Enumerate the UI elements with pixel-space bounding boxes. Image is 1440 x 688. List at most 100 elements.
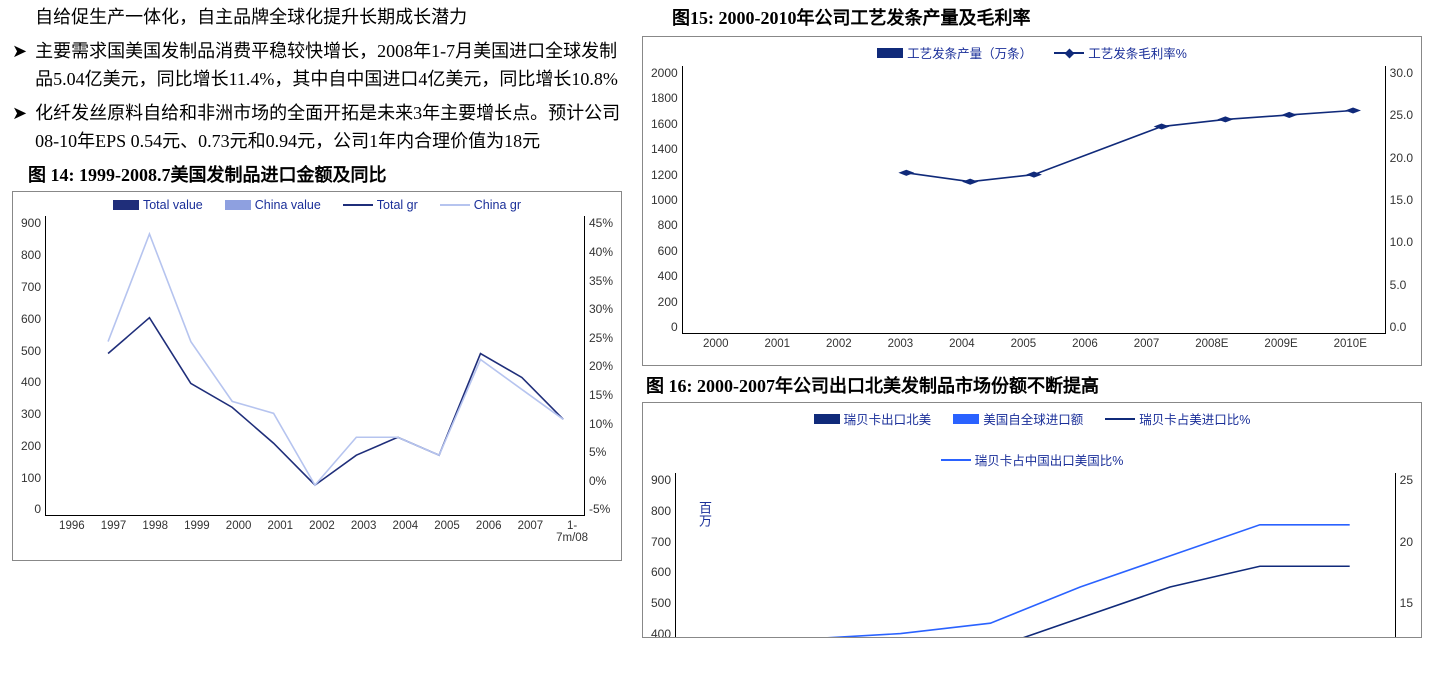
legend-label: Total value bbox=[143, 198, 203, 212]
chart15-plot-area bbox=[682, 66, 1386, 334]
axis-tick: 40% bbox=[589, 245, 613, 259]
bullet-text: 化纤发丝原料自给和非洲市场的全面开拓是未来3年主要增长点。预计公司08-10年E… bbox=[35, 100, 622, 156]
legend-swatch bbox=[941, 459, 971, 461]
legend-swatch bbox=[225, 200, 251, 210]
legend-swatch bbox=[953, 414, 979, 424]
axis-tick: 30.0 bbox=[1390, 66, 1413, 80]
axis-tick: 1200 bbox=[651, 168, 678, 182]
x-tick: 2000 bbox=[703, 338, 729, 350]
chart14-y-left: 9008007006005004003002001000 bbox=[21, 216, 45, 516]
axis-tick: 5.0 bbox=[1390, 278, 1407, 292]
x-tick: 1997 bbox=[95, 520, 133, 544]
x-tick: 2004 bbox=[949, 338, 975, 350]
legend-swatch bbox=[1105, 418, 1135, 420]
axis-tick: 10% bbox=[589, 417, 613, 431]
legend-label: Total gr bbox=[377, 198, 418, 212]
axis-tick: 20.0 bbox=[1390, 151, 1413, 165]
legend-swatch bbox=[343, 204, 373, 206]
legend-swatch bbox=[814, 414, 840, 424]
bullet-text: 主要需求国美国发制品消费平稳较快增长，2008年1-7月美国进口全球发制品5.0… bbox=[35, 38, 622, 94]
axis-tick: 10.0 bbox=[1390, 235, 1413, 249]
chart16-title: 图 16: 2000-2007年公司出口北美发制品市场份额不断提高 bbox=[646, 372, 1422, 398]
axis-tick: 0 bbox=[671, 320, 678, 334]
axis-tick: -5% bbox=[589, 502, 610, 516]
axis-tick: 1400 bbox=[651, 142, 678, 156]
x-tick: 2009E bbox=[1264, 338, 1297, 350]
axis-tick: 400 bbox=[21, 375, 41, 389]
chart16-legend: 瑞贝卡出口北美 美国自全球进口额 瑞贝卡占美进口比% 瑞贝卡占中国出口美国比% bbox=[722, 409, 1342, 469]
axis-tick: 45% bbox=[589, 216, 613, 230]
x-tick: 2006 bbox=[1072, 338, 1098, 350]
x-tick: 1999 bbox=[178, 520, 216, 544]
axis-tick: 5% bbox=[589, 445, 606, 459]
legend-label: China value bbox=[255, 198, 321, 212]
x-tick: 2006 bbox=[470, 520, 508, 544]
axis-tick: 800 bbox=[658, 218, 678, 232]
chart16-plot-area bbox=[675, 473, 1396, 638]
legend-swatch bbox=[877, 48, 903, 58]
axis-tick: 400 bbox=[651, 627, 671, 638]
x-tick: 1-7m/08 bbox=[553, 520, 591, 544]
axis-tick: 35% bbox=[589, 274, 613, 288]
x-tick: 2005 bbox=[1011, 338, 1037, 350]
axis-tick: 900 bbox=[651, 473, 671, 487]
x-tick: 2003 bbox=[345, 520, 383, 544]
axis-tick: 900 bbox=[21, 216, 41, 230]
bullet-item: ➤ 化纤发丝原料自给和非洲市场的全面开拓是未来3年主要增长点。预计公司08-10… bbox=[12, 100, 622, 156]
axis-tick: 30% bbox=[589, 302, 613, 316]
chart14-plot-area bbox=[45, 216, 585, 516]
axis-tick: 0 bbox=[34, 502, 41, 516]
legend-label: 美国自全球进口额 bbox=[983, 409, 1083, 428]
legend-label: 工艺发条产量（万条） bbox=[907, 43, 1032, 62]
legend-label: 瑞贝卡占美进口比% bbox=[1139, 409, 1250, 428]
axis-tick: 200 bbox=[658, 295, 678, 309]
axis-tick: 1600 bbox=[651, 117, 678, 131]
axis-tick: 600 bbox=[658, 244, 678, 258]
chart15-legend: 工艺发条产量（万条） 工艺发条毛利率% bbox=[651, 43, 1413, 62]
axis-tick: 700 bbox=[651, 535, 671, 549]
chart15-x-axis: 200020012002200320042005200620072008E200… bbox=[651, 338, 1413, 350]
bullet-item: ➤ 主要需求国美国发制品消费平稳较快增长，2008年1-7月美国进口全球发制品5… bbox=[12, 38, 622, 94]
x-tick: 1998 bbox=[136, 520, 174, 544]
axis-tick: 2000 bbox=[651, 66, 678, 80]
x-tick: 2008E bbox=[1195, 338, 1228, 350]
chart15-y-right: 30.025.020.015.010.05.00.0 bbox=[1386, 66, 1413, 334]
axis-tick: 0.0 bbox=[1390, 320, 1407, 334]
x-tick: 2001 bbox=[765, 338, 791, 350]
x-tick: 2004 bbox=[386, 520, 424, 544]
x-tick: 2007 bbox=[1134, 338, 1160, 350]
legend-swatch bbox=[1054, 52, 1084, 54]
chart14: Total value China value Total gr China g… bbox=[12, 191, 622, 561]
axis-tick: 800 bbox=[651, 504, 671, 518]
legend-label: 瑞贝卡占中国出口美国比% bbox=[975, 450, 1124, 469]
bullet-marker: ➤ bbox=[12, 38, 27, 94]
chart16: 瑞贝卡出口北美 美国自全球进口额 瑞贝卡占美进口比% 瑞贝卡占中国出口美国比% … bbox=[642, 402, 1422, 638]
axis-tick: 1800 bbox=[651, 91, 678, 105]
x-tick: 2010E bbox=[1334, 338, 1367, 350]
legend-swatch bbox=[440, 204, 470, 206]
x-tick: 1996 bbox=[53, 520, 91, 544]
chart15-y-left: 2000180016001400120010008006004002000 bbox=[651, 66, 682, 334]
axis-tick: 600 bbox=[651, 565, 671, 579]
chart14-y-right: 45%40%35%30%25%20%15%10%5%0%-5% bbox=[585, 216, 613, 516]
x-tick: 2005 bbox=[428, 520, 466, 544]
bullet-text: 自给促生产一体化，自主品牌全球化提升长期成长潜力 bbox=[35, 4, 467, 32]
chart16-y-left: 900800700600500400300200100 bbox=[651, 473, 675, 638]
axis-tick: 800 bbox=[21, 248, 41, 262]
axis-tick: 25 bbox=[1400, 473, 1413, 487]
axis-tick: 20% bbox=[589, 359, 613, 373]
axis-tick: 500 bbox=[651, 596, 671, 610]
axis-tick: 400 bbox=[658, 269, 678, 283]
axis-tick: 25% bbox=[589, 331, 613, 345]
legend-swatch bbox=[113, 200, 139, 210]
x-tick: 2002 bbox=[826, 338, 852, 350]
axis-tick: 600 bbox=[21, 312, 41, 326]
bullet-item: ➤ 自给促生产一体化，自主品牌全球化提升长期成长潜力 bbox=[12, 4, 622, 32]
x-tick: 2007 bbox=[511, 520, 549, 544]
axis-tick: 200 bbox=[21, 439, 41, 453]
x-tick: 2000 bbox=[220, 520, 258, 544]
axis-tick: 500 bbox=[21, 344, 41, 358]
x-tick: 2002 bbox=[303, 520, 341, 544]
chart14-x-axis: 1996199719981999200020012002200320042005… bbox=[21, 520, 613, 544]
axis-tick: 700 bbox=[21, 280, 41, 294]
